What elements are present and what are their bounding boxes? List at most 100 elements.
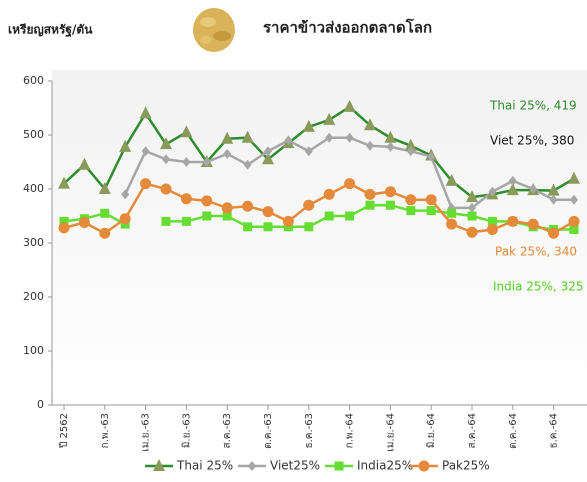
marker [284,135,293,146]
marker [466,226,478,238]
marker [304,222,314,232]
marker [78,157,91,170]
marker [181,216,191,226]
marker [59,216,69,226]
y-tick-label: 200 [23,290,44,303]
marker [180,125,193,138]
legend-item: India25% [325,459,413,473]
y-tick-label: 300 [23,236,44,249]
marker [445,173,458,186]
marker [221,202,233,214]
marker [570,194,578,205]
x-tick-label: ธ.ค.-64 [549,413,560,448]
marker [334,461,344,471]
marker [426,206,436,216]
marker [345,211,355,221]
marker [243,222,253,232]
marker [98,182,111,194]
marker [139,106,152,119]
marker [202,211,212,221]
marker [467,211,477,221]
marker [364,188,376,200]
marker [418,460,430,472]
marker [153,459,165,471]
marker [160,137,172,150]
marker [507,215,519,227]
x-tick-label: ต.ค.-63 [263,413,274,449]
marker [365,200,375,210]
marker [162,154,170,165]
marker [548,227,560,239]
marker [243,159,252,170]
plot-background [52,70,587,405]
marker [223,148,232,159]
marker [568,171,580,184]
legend-label: Viet25% [270,459,320,473]
rice-icon [193,8,235,52]
chart-title: ราคาข้าวส่งออกตลาดโลก [263,18,432,37]
x-tick-label: มิ.ย.-63 [181,413,192,448]
marker [568,215,580,227]
marker [58,176,70,189]
marker [262,206,274,218]
y-axis-label: เหรียญสหรัฐ/ตัน [8,23,93,38]
marker [264,146,272,157]
x-tick-label: ธ.ค.-63 [304,413,315,448]
y-tick-label: 100 [23,344,44,357]
marker [486,224,498,235]
marker [78,216,90,228]
marker [487,216,497,226]
marker [404,138,417,151]
marker [344,178,356,190]
marker [425,194,437,206]
y-tick-label: 0 [37,398,44,411]
legend-item: Viet25% [238,459,320,473]
marker [323,112,336,125]
marker [569,225,579,234]
marker [221,131,234,144]
y-tick-label: 600 [23,74,44,87]
marker [119,139,132,152]
y-tick-label: 500 [23,128,44,141]
marker [180,193,192,205]
marker [364,118,376,131]
marker [384,130,397,143]
annotation: Thai 25%, 419 [489,99,577,113]
marker [263,222,273,232]
marker [466,190,478,203]
marker [549,194,558,205]
marker [161,216,171,226]
marker [202,157,211,167]
marker [262,152,274,165]
marker [99,227,111,239]
marker [527,218,539,230]
marker [385,200,395,210]
marker [488,186,497,197]
marker [325,132,334,143]
legend-label: Thai 25% [176,459,233,473]
marker [119,213,131,225]
marker [446,218,458,230]
marker [302,119,315,132]
x-tick-label: ส.ค.-64 [467,413,478,448]
marker [366,140,374,151]
marker [406,206,416,216]
marker [447,208,457,218]
x-tick-label: ส.ค.-63 [222,413,233,448]
x-tick-label: เม.ย.-63 [141,413,152,452]
marker [121,189,130,200]
marker [345,132,354,143]
annotation: India 25%, 325 [493,280,583,294]
x-tick-label: ก.พ.-64 [345,413,356,448]
x-tick-label: มิ.ย.-64 [426,413,437,448]
marker [468,202,476,213]
marker [201,195,213,207]
x-tick-label: ปี 2562 [58,413,70,449]
marker [508,175,517,186]
marker [160,183,172,195]
annotation: Viet 25%, 380 [490,134,574,148]
marker [222,211,232,221]
marker [406,146,415,157]
